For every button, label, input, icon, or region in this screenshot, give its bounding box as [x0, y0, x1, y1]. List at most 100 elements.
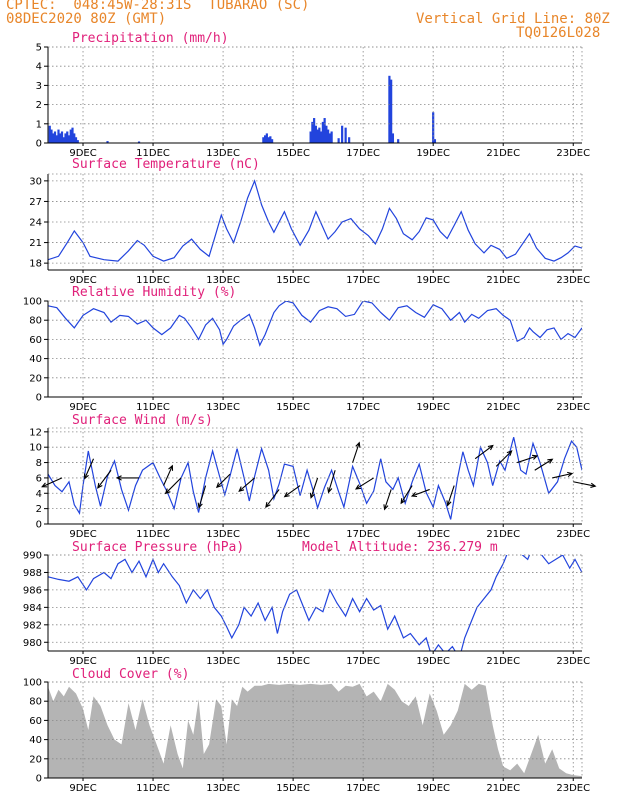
- wind-arrow-head: [410, 492, 418, 498]
- x-tick-label: 9DEC: [69, 148, 96, 159]
- run-date: 08DEC2020 80Z (GMT): [6, 11, 167, 27]
- y-tick-label: 3: [36, 81, 42, 92]
- precip-bar: [269, 136, 272, 143]
- precip-bar: [388, 75, 391, 143]
- x-tick-label: 21DEC: [486, 529, 520, 540]
- x-tick-label: 19DEC: [416, 275, 450, 286]
- precip-bar: [66, 131, 69, 143]
- panel-temp: 18 21 24 27 30 9DEC 11DEC 13DEC 15DEC 17DEC 19DEC 2…: [29, 157, 590, 286]
- y-tick-label: 10: [29, 443, 42, 454]
- x-tick-label: 11DEC: [136, 656, 170, 667]
- y-tick-label: 4: [36, 62, 42, 73]
- panel-press: 980 982 984 986 988 990 9DEC 11DEC 13DEC 15DEC 17D…: [23, 540, 590, 667]
- precip-bar: [264, 135, 267, 143]
- precip-bar: [320, 131, 323, 143]
- y-tick-label: 40: [29, 735, 42, 746]
- y-tick-label: 0: [36, 139, 42, 150]
- precip-bar: [330, 131, 333, 143]
- precip-bar: [341, 125, 344, 143]
- x-tick-label: 15DEC: [276, 275, 310, 286]
- model-code: TQ0126L028: [516, 25, 601, 41]
- x-tick-label: 9DEC: [69, 275, 96, 286]
- x-tick-label: 23DEC: [556, 783, 590, 794]
- wind-arrow: [328, 470, 336, 493]
- wind-arrow: [163, 465, 173, 486]
- wind-arrow: [310, 477, 319, 498]
- precip-bar: [323, 118, 326, 143]
- press-series-line: [48, 555, 582, 651]
- wind-title: Surface Wind (m/s): [72, 413, 213, 428]
- x-tick-label: 17DEC: [346, 275, 380, 286]
- wind-arrow-head: [309, 492, 315, 499]
- y-tick-label: 18: [29, 259, 42, 270]
- rh-series-line: [48, 301, 582, 347]
- wind-arrow-head: [355, 441, 361, 448]
- wind-arrow-head: [97, 482, 103, 489]
- x-tick-label: 13DEC: [206, 529, 240, 540]
- y-tick-label: 100: [23, 297, 42, 308]
- x-tick-label: 9DEC: [69, 783, 96, 794]
- precip-bar: [57, 129, 60, 143]
- y-tick-label: 982: [23, 620, 42, 631]
- wind-arrow-head: [506, 450, 513, 456]
- panel-cloud: 0 20 40 60 80 100 9DEC 11DEC 13DEC 15DEC 17DEC 19DE…: [23, 667, 590, 794]
- y-tick-label: 2: [36, 504, 42, 515]
- wind-arrow-head: [197, 502, 203, 509]
- wind-arrow: [198, 485, 207, 508]
- x-tick-label: 23DEC: [556, 148, 590, 159]
- vertical-grid-label: Vertical Grid Line: 80Z: [416, 11, 610, 27]
- y-tick-label: 5: [36, 43, 42, 54]
- wind-arrow-head: [531, 454, 539, 460]
- wind-arrow: [352, 442, 360, 463]
- precip-bar: [52, 133, 55, 143]
- x-tick-label: 13DEC: [206, 275, 240, 286]
- y-tick-label: 990: [23, 551, 42, 562]
- wind-arrow-head: [590, 482, 597, 488]
- precip-bar: [327, 129, 330, 143]
- wind-arrow-head: [354, 484, 362, 490]
- x-tick-label: 15DEC: [276, 783, 310, 794]
- precip-title: Precipitation (mm/h): [72, 31, 229, 46]
- y-tick-label: 40: [29, 354, 42, 365]
- x-tick-label: 23DEC: [556, 275, 590, 286]
- precip-bar: [309, 131, 312, 143]
- x-tick-label: 15DEC: [276, 529, 310, 540]
- x-tick-label: 13DEC: [206, 656, 240, 667]
- press-subtitle: Model Altitude: 236.279 m: [302, 540, 498, 555]
- wind-arrow-head: [84, 473, 89, 480]
- precip-bar: [62, 137, 65, 143]
- temp-title: Surface Temperature (nC): [72, 157, 260, 172]
- x-tick-label: 19DEC: [416, 402, 450, 413]
- precip-bar: [318, 127, 321, 143]
- wind-arrow-head: [487, 444, 494, 451]
- y-tick-label: 27: [29, 197, 42, 208]
- x-tick-label: 17DEC: [346, 529, 380, 540]
- wind-arrow-head: [265, 502, 271, 509]
- y-tick-label: 80: [29, 697, 42, 708]
- precip-bar: [55, 135, 58, 143]
- wind-arrow: [534, 458, 553, 471]
- y-tick-label: 12: [29, 427, 42, 438]
- y-tick-label: 20: [29, 373, 42, 384]
- x-tick-label: 15DEC: [276, 402, 310, 413]
- precip-bar: [348, 137, 351, 143]
- press-title: Surface Pressure (hPa): [72, 540, 244, 555]
- y-tick-label: 0: [36, 393, 42, 404]
- wind-arrow: [84, 458, 95, 479]
- x-tick-label: 21DEC: [486, 275, 520, 286]
- x-tick-label: 17DEC: [346, 148, 380, 159]
- wind-arrow-head: [547, 458, 554, 464]
- y-tick-label: 24: [29, 218, 42, 229]
- x-tick-label: 21DEC: [486, 656, 520, 667]
- precip-bar: [325, 125, 328, 143]
- precip-bar: [53, 131, 57, 143]
- y-tick-label: 2: [36, 100, 42, 111]
- precip-bar: [50, 129, 53, 143]
- x-tick-label: 9DEC: [69, 402, 96, 413]
- precip-bar: [337, 138, 340, 143]
- x-tick-label: 21DEC: [486, 148, 520, 159]
- y-tick-label: 984: [23, 603, 42, 614]
- x-tick-label: 13DEC: [206, 148, 240, 159]
- precip-bar: [397, 139, 400, 143]
- y-tick-label: 8: [36, 458, 42, 469]
